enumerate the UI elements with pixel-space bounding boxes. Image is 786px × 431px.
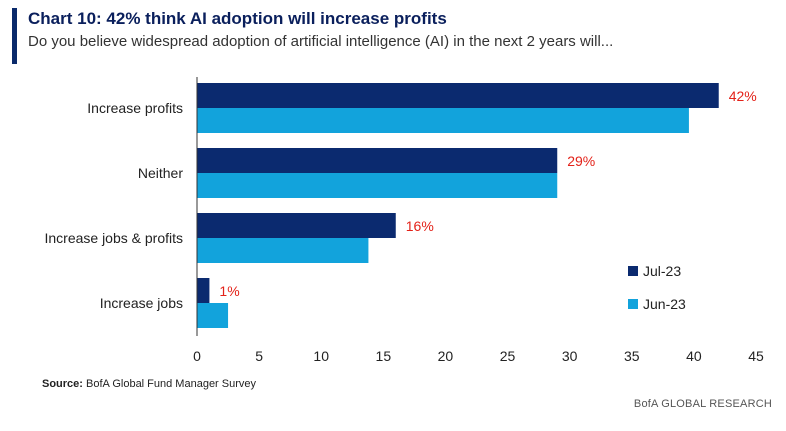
bar-jun23 <box>197 173 558 198</box>
x-tick-label: 20 <box>438 348 454 364</box>
source-note: Source: BofA Global Fund Manager Survey <box>42 378 256 390</box>
data-label: 1% <box>219 283 239 299</box>
x-tick-label: 30 <box>562 348 578 364</box>
category-label: Neither <box>138 165 183 181</box>
title-accent-bar <box>12 8 17 64</box>
category-label: Increase jobs & profits <box>44 230 183 246</box>
bar-jun23 <box>197 303 229 328</box>
data-label: 42% <box>729 88 757 104</box>
bar-jul23 <box>197 148 558 173</box>
category-label: Increase profits <box>87 100 183 116</box>
legend-label: Jul-23 <box>643 263 681 279</box>
chart-title: Chart 10: 42% think AI adoption will inc… <box>28 9 447 28</box>
data-label: 29% <box>567 153 595 169</box>
x-tick-label: 0 <box>193 348 201 364</box>
bar-jun23 <box>197 238 369 263</box>
x-tick-label: 15 <box>376 348 392 364</box>
legend-swatch <box>628 299 638 309</box>
category-label: Increase jobs <box>100 295 183 311</box>
x-tick-label: 45 <box>748 348 764 364</box>
data-label: 16% <box>406 218 434 234</box>
x-tick-label: 35 <box>624 348 640 364</box>
x-tick-label: 10 <box>313 348 329 364</box>
legend-label: Jun-23 <box>643 296 686 312</box>
legend-swatch <box>628 266 638 276</box>
bar-jul23 <box>197 213 396 238</box>
bar-jun23 <box>197 108 689 133</box>
source-label: Source: <box>42 378 83 390</box>
x-tick-label: 5 <box>255 348 263 364</box>
brand-footer: BofA GLOBAL RESEARCH <box>633 398 772 410</box>
x-tick-label: 40 <box>686 348 702 364</box>
bar-jul23 <box>197 83 719 108</box>
x-tick-label: 25 <box>500 348 516 364</box>
source-text: BofA Global Fund Manager Survey <box>86 378 257 390</box>
bar-jul23 <box>197 278 210 303</box>
chart-subtitle: Do you believe widespread adoption of ar… <box>28 33 614 50</box>
